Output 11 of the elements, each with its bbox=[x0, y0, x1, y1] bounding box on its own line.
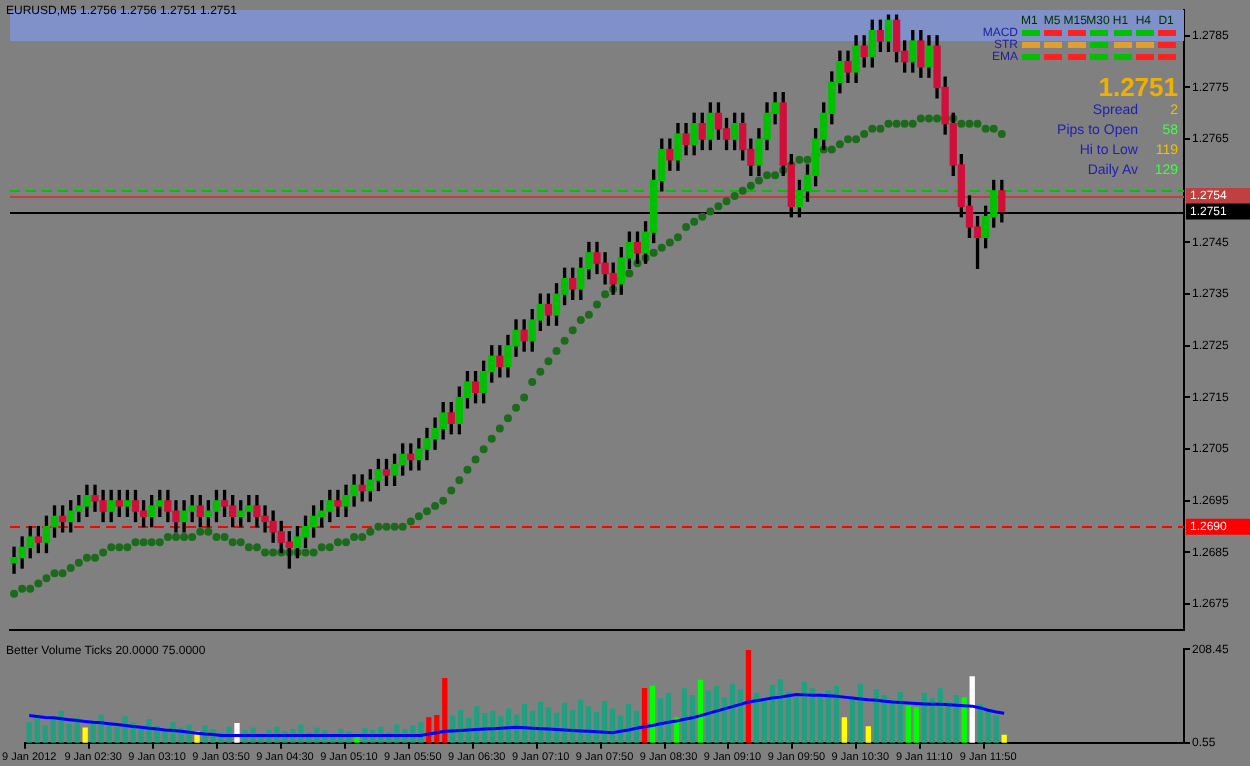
bar bbox=[993, 715, 999, 743]
bar bbox=[50, 718, 56, 743]
bar bbox=[26, 722, 32, 743]
bar bbox=[841, 717, 848, 743]
bar bbox=[865, 726, 871, 743]
annotation: 1.2751 bbox=[1096, 72, 1178, 102]
bar bbox=[42, 725, 48, 743]
bar bbox=[745, 650, 752, 743]
bar bbox=[913, 707, 919, 743]
bar bbox=[905, 705, 911, 743]
bar bbox=[82, 727, 88, 743]
